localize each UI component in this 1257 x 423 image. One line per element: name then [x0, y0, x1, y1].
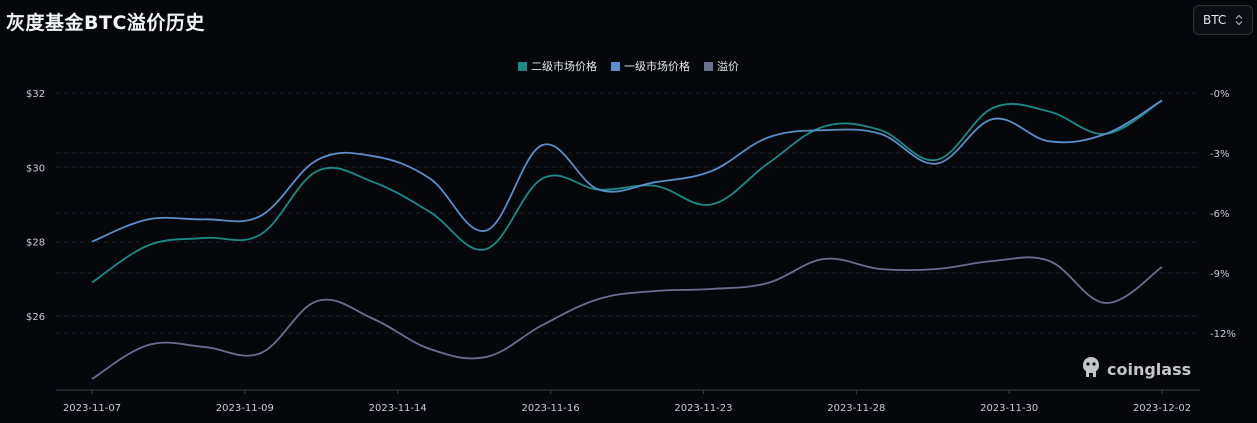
legend-item-secondary[interactable]: 二级市场价格 [518, 58, 597, 74]
legend-label: 一级市场价格 [624, 60, 690, 73]
y-right-tick-label: -0% [1210, 89, 1229, 100]
y-left-tick-label: $32 [26, 89, 45, 100]
y-left-tick-label: $26 [26, 312, 45, 323]
x-tick-label: 2023-11-30 [980, 403, 1038, 414]
x-tick-label: 2023-12-02 [1133, 403, 1191, 414]
y-right-tick-label: -12% [1210, 329, 1236, 340]
legend-item-primary[interactable]: 一级市场价格 [611, 58, 690, 74]
legend-swatch [611, 61, 620, 71]
legend-label: 溢价 [717, 60, 739, 73]
y-left-tick-label: $30 [26, 163, 45, 174]
y-left-tick-label: $28 [26, 238, 45, 249]
x-tick-label: 2023-11-28 [827, 403, 885, 414]
legend-item-premium[interactable]: 溢价 [704, 58, 739, 74]
coin-select-value: BTC [1203, 13, 1227, 27]
x-tick-label: 2023-11-14 [369, 403, 427, 414]
coin-select[interactable]: BTC [1193, 5, 1253, 35]
x-tick-label: 2023-11-09 [216, 403, 274, 414]
legend-label: 二级市场价格 [531, 60, 597, 73]
x-tick-label: 2023-11-16 [522, 403, 580, 414]
watermark-text: coinglass [1107, 359, 1192, 379]
y-right-tick-label: -9% [1210, 269, 1229, 280]
legend-swatch [704, 61, 713, 71]
x-tick-label: 2023-11-07 [63, 403, 121, 414]
coinglass-logo-icon [1080, 355, 1102, 383]
x-tick-label: 2023-11-23 [674, 403, 732, 414]
chevron-updown-icon [1235, 14, 1243, 26]
y-right-tick-label: -3% [1210, 149, 1229, 160]
series-line-1 [91, 99, 1163, 243]
watermark: coinglass [1080, 355, 1191, 383]
chart-title: 灰度基金BTC溢价历史 [6, 12, 205, 34]
series-line-2 [91, 256, 1163, 380]
y-right-tick-label: -6% [1210, 209, 1229, 220]
chart-legend: 二级市场价格 一级市场价格 溢价 [0, 58, 1257, 74]
series-line-0 [91, 99, 1163, 284]
legend-swatch [518, 61, 527, 71]
